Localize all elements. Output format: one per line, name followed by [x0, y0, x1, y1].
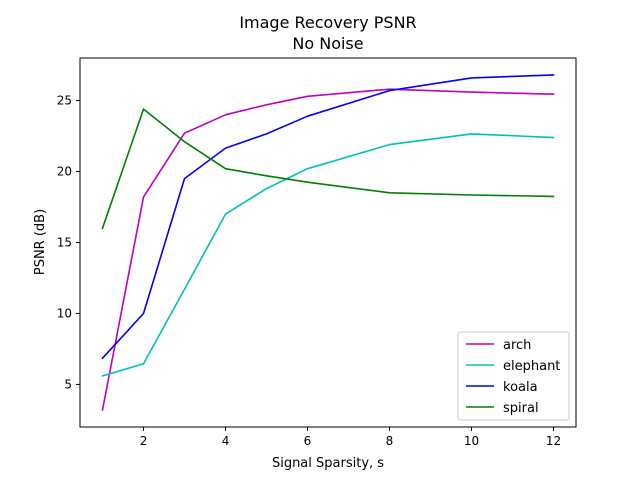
plot-frame	[79, 57, 577, 428]
y-axis-label: PSNR (dB)	[33, 209, 48, 275]
y-tick-label: 5	[64, 377, 72, 391]
x-tick-label: 8	[386, 434, 394, 448]
y-tick-label: 20	[57, 165, 72, 179]
legend-box	[457, 331, 570, 421]
legend-label-elephant: elephant	[503, 359, 560, 374]
chart-subtitle: No Noise	[292, 34, 363, 53]
x-tick-label: 10	[464, 434, 479, 448]
legend: arch elephant koala spiral	[457, 331, 570, 421]
y-tick-label: 25	[57, 94, 72, 108]
legend-label-koala: koala	[503, 380, 538, 395]
x-tick-label: 12	[546, 434, 561, 448]
chart-title: Image Recovery PSNR	[239, 13, 416, 32]
x-tick-label: 6	[304, 434, 312, 448]
x-tick-label: 2	[140, 434, 148, 448]
series-line-arch	[101, 88, 555, 411]
legend-label-arch: arch	[503, 338, 531, 353]
x-tick-label: 4	[222, 434, 230, 448]
series-line-spiral	[101, 108, 555, 230]
y-tick-label: 10	[57, 306, 72, 320]
legend-label-spiral: spiral	[503, 401, 539, 416]
y-tick-label: 15	[57, 236, 72, 250]
series-line-koala	[101, 74, 555, 360]
x-axis-label: Signal Sparsity, s	[272, 456, 384, 471]
tick-layer: 2 4 6 8 10 12 5 10 15 20 25	[57, 94, 561, 448]
series-line-elephant	[101, 133, 555, 377]
series-layer	[101, 74, 555, 411]
